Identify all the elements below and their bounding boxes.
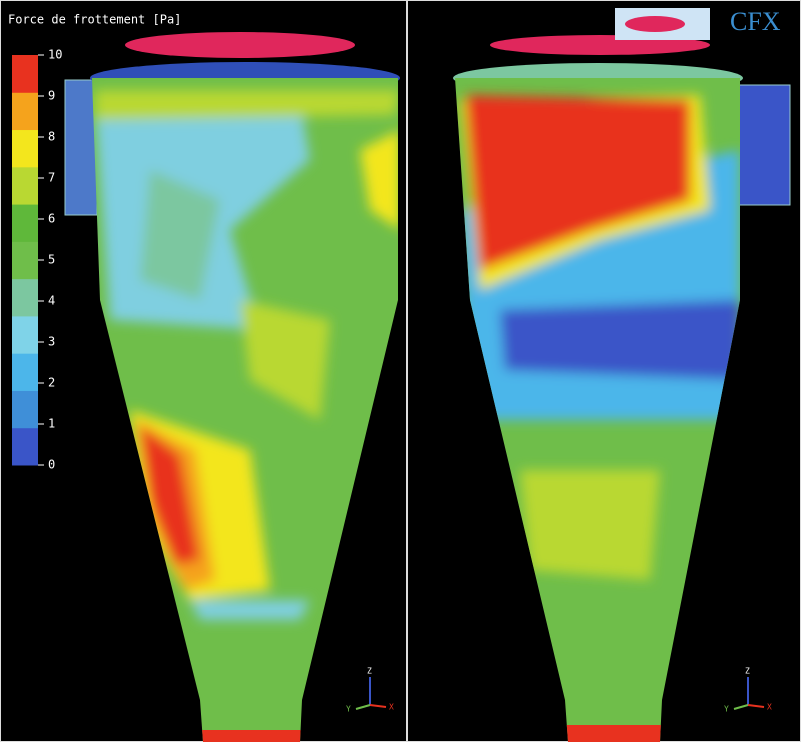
tick-label: 6 <box>48 212 55 226</box>
tick-label: 7 <box>48 171 55 185</box>
axis-label-x: X <box>389 703 394 712</box>
tick-label: 8 <box>48 130 55 144</box>
colorbar-segment <box>12 353 38 391</box>
tick-label: 0 <box>48 458 55 472</box>
axis-label-x: X <box>767 703 772 712</box>
colorbar-segment <box>12 428 38 466</box>
inlet <box>738 85 790 205</box>
tick-label: 2 <box>48 376 55 390</box>
tick-label: 5 <box>48 253 55 267</box>
tick-label: 4 <box>48 294 55 308</box>
colorbar-segment <box>12 316 38 354</box>
tick-label: 3 <box>48 335 55 349</box>
colorbar-segment <box>12 241 38 279</box>
colorbar-segment <box>12 279 38 317</box>
axis-label-y: Y <box>346 705 351 714</box>
colorbar-segment <box>12 204 38 242</box>
colorbar-segment <box>12 167 38 205</box>
axis-label-z: Z <box>367 667 372 676</box>
screenshot: CFX Force de frottement [Pa] 0 1 2 3 4 5 6 7 8 9 1… <box>0 0 801 742</box>
axis-label-z: Z <box>745 667 750 676</box>
logo-mark <box>625 16 685 32</box>
colorbar-segment <box>12 55 38 93</box>
colorbar-segment <box>12 130 38 168</box>
axis-label-y: Y <box>724 705 729 714</box>
lid <box>125 32 355 58</box>
tick-label: 1 <box>48 417 55 431</box>
colorbar-segment <box>12 92 38 130</box>
colorbar-title: Force de frottement [Pa] <box>8 13 181 27</box>
tick-label: 10 <box>48 48 62 62</box>
logo: CFX <box>730 7 781 36</box>
colorbar-segment <box>12 390 38 428</box>
tick-label: 9 <box>48 89 55 103</box>
inlet <box>65 80 97 215</box>
